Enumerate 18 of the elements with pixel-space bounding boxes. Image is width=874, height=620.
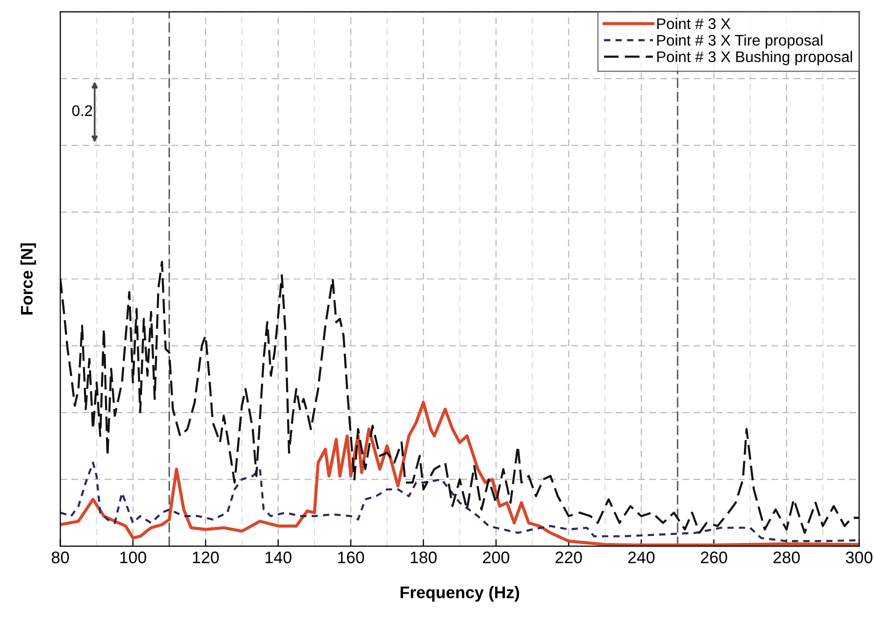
x-tick-label: 160	[338, 552, 364, 564]
x-tick-label: 120	[192, 552, 219, 564]
x-tick-label: 300	[846, 552, 872, 564]
x-tick-label: 140	[266, 552, 292, 564]
legend-label: Point # 3 X Tire proposal	[657, 34, 822, 49]
x-tick-label: 280	[773, 552, 800, 564]
legend-label: Point # 3 X Bushing proposal	[657, 50, 852, 66]
text: 0.2	[72, 105, 92, 116]
x-tick-label: 80	[52, 552, 69, 564]
x-tick-label: 100	[120, 552, 146, 564]
x-axis-title: Frequency (Hz)	[400, 586, 520, 602]
y-axis-title: Force [N]	[20, 243, 36, 314]
x-tick-label: 180	[410, 552, 437, 564]
legend-label: Point # 3 X	[657, 18, 730, 30]
x-tick-label: 220	[556, 552, 582, 564]
x-tick-label: 260	[700, 552, 728, 564]
x-tick-label: 240	[628, 552, 655, 564]
x-tick-label: 200	[482, 552, 510, 564]
